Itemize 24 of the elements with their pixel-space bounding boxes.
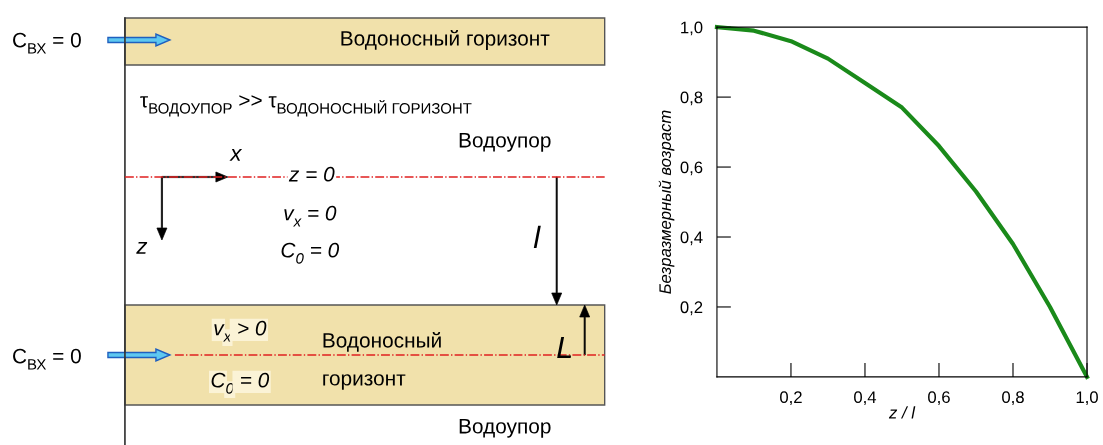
text: Водоупор [459, 419, 551, 438]
text: Водоупор [459, 133, 551, 152]
x-tick-label: 0,4 [854, 391, 877, 406]
x-tick-label: 1,0 [1076, 391, 1098, 406]
x-axis-title: z / l [888, 406, 916, 419]
text: l [533, 225, 541, 248]
x-tick-label: 0,8 [1002, 391, 1024, 406]
y-tick-label: 1,0 [681, 21, 703, 36]
text: vx = 0 [284, 205, 337, 227]
text: z [136, 242, 148, 254]
text: Водоносный [323, 332, 441, 352]
y-tick-label: 0,2 [680, 301, 703, 316]
y-tick-label: 0,6 [680, 161, 703, 176]
text: z = 0 [288, 166, 335, 182]
y-tick-label: 0,4 [680, 231, 703, 246]
x-tick-label: 0,2 [780, 391, 802, 406]
text: Водоносный горизонт [341, 30, 550, 50]
text: vx > 0 [214, 320, 267, 342]
x-tick-label: 0,6 [928, 391, 950, 406]
text: L [557, 336, 572, 358]
y-tick-label: 0,8 [680, 91, 703, 106]
text: горизонт [323, 374, 406, 390]
y-axis-title: Безразмерный возраст [658, 110, 675, 294]
text: x [229, 149, 243, 161]
